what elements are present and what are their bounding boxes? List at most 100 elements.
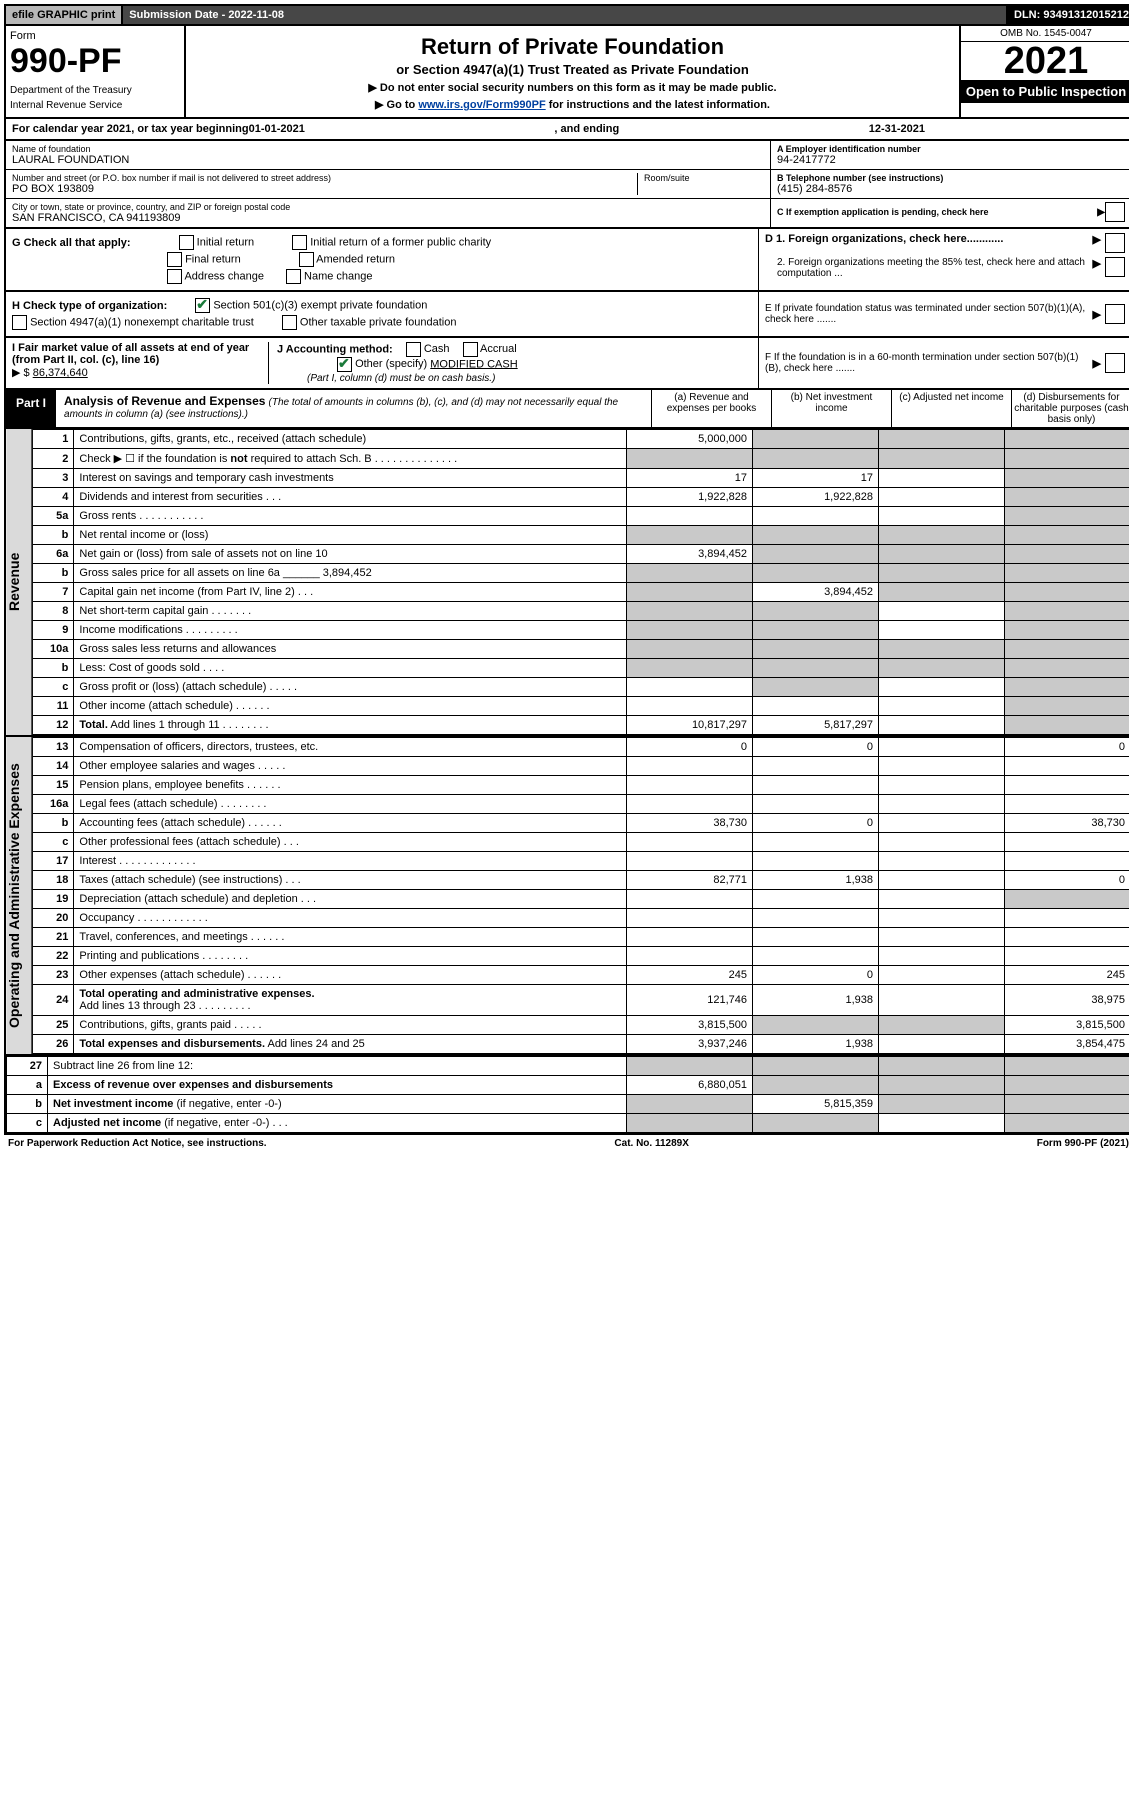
line-description: Contributions, gifts, grants, etc., rece… bbox=[74, 430, 627, 449]
instructions-link[interactable]: www.irs.gov/Form990PF bbox=[418, 99, 545, 111]
line-description: Income modifications . . . . . . . . . bbox=[74, 621, 627, 640]
line-number: 18 bbox=[33, 871, 74, 890]
initial-former-checkbox[interactable] bbox=[292, 235, 307, 250]
value-cell bbox=[627, 640, 753, 659]
table-row: 24Total operating and administrative exp… bbox=[33, 985, 1129, 1016]
line-description: Check ▶ ☐ if the foundation is not requi… bbox=[74, 449, 627, 469]
address-change-checkbox[interactable] bbox=[167, 269, 182, 284]
initial-return-checkbox[interactable] bbox=[179, 235, 194, 250]
line-number: 11 bbox=[33, 697, 74, 716]
line-number: 13 bbox=[33, 738, 74, 757]
revenue-section: Revenue 1Contributions, gifts, grants, e… bbox=[4, 429, 1129, 737]
line-description: Other income (attach schedule) . . . . .… bbox=[74, 697, 627, 716]
other-method-checkbox[interactable] bbox=[337, 357, 352, 372]
g-label: G Check all that apply: bbox=[12, 237, 131, 249]
table-row: 12Total. Add lines 1 through 11 . . . . … bbox=[33, 716, 1129, 735]
dln-label: DLN: 93491312015212 bbox=[1008, 6, 1129, 24]
line-number: 26 bbox=[33, 1035, 74, 1054]
table-row: bGross sales price for all assets on lin… bbox=[33, 564, 1129, 583]
value-cell bbox=[879, 621, 1005, 640]
value-cell bbox=[879, 833, 1005, 852]
501c3-checkbox[interactable] bbox=[195, 298, 210, 313]
d2-checkbox[interactable] bbox=[1105, 257, 1125, 277]
line-number: 16a bbox=[33, 795, 74, 814]
table-row: 8Net short-term capital gain . . . . . .… bbox=[33, 602, 1129, 621]
e-checkbox[interactable] bbox=[1105, 304, 1125, 324]
4947-checkbox[interactable] bbox=[12, 315, 27, 330]
line-description: Total expenses and disbursements. Add li… bbox=[74, 1035, 627, 1054]
footer-mid: Cat. No. 11289X bbox=[614, 1138, 688, 1149]
value-cell bbox=[627, 795, 753, 814]
line-number: 22 bbox=[33, 947, 74, 966]
value-cell bbox=[879, 909, 1005, 928]
value-cell: 3,815,500 bbox=[627, 1016, 753, 1035]
value-cell bbox=[627, 776, 753, 795]
table-row: cAdjusted net income (if negative, enter… bbox=[7, 1114, 1129, 1133]
value-cell bbox=[879, 795, 1005, 814]
other-taxable-checkbox[interactable] bbox=[282, 315, 297, 330]
value-cell bbox=[627, 1057, 753, 1076]
cash-checkbox[interactable] bbox=[406, 342, 421, 357]
value-cell bbox=[627, 449, 753, 469]
value-cell bbox=[879, 488, 1005, 507]
open-inspection: Open to Public Inspection bbox=[961, 80, 1129, 103]
table-row: 15Pension plans, employee benefits . . .… bbox=[33, 776, 1129, 795]
table-row: cGross profit or (loss) (attach schedule… bbox=[33, 678, 1129, 697]
value-cell bbox=[879, 852, 1005, 871]
table-row: 26Total expenses and disbursements. Add … bbox=[33, 1035, 1129, 1054]
c-checkbox[interactable] bbox=[1105, 202, 1125, 222]
value-cell bbox=[627, 507, 753, 526]
value-cell bbox=[879, 640, 1005, 659]
final-return-checkbox[interactable] bbox=[167, 252, 182, 267]
value-cell: 1,938 bbox=[753, 1035, 879, 1054]
value-cell bbox=[627, 928, 753, 947]
efile-label[interactable]: efile GRAPHIC print bbox=[6, 6, 123, 24]
line-description: Printing and publications . . . . . . . … bbox=[74, 947, 627, 966]
line-number: 8 bbox=[33, 602, 74, 621]
line-description: Excess of revenue over expenses and disb… bbox=[48, 1076, 627, 1095]
value-cell bbox=[1005, 716, 1129, 735]
f-checkbox[interactable] bbox=[1105, 353, 1125, 373]
fmv-value: 86,374,640 bbox=[33, 367, 88, 379]
amended-return-checkbox[interactable] bbox=[299, 252, 314, 267]
line-number: 4 bbox=[33, 488, 74, 507]
value-cell: 1,938 bbox=[753, 985, 879, 1016]
col-d-header: (d) Disbursements for charitable purpose… bbox=[1011, 390, 1129, 427]
value-cell: 0 bbox=[753, 738, 879, 757]
value-cell: 82,771 bbox=[627, 871, 753, 890]
line-number: 19 bbox=[33, 890, 74, 909]
value-cell bbox=[753, 621, 879, 640]
value-cell bbox=[627, 621, 753, 640]
table-row: bNet rental income or (loss) bbox=[33, 526, 1129, 545]
dept-irs: Internal Revenue Service bbox=[10, 100, 180, 111]
value-cell bbox=[879, 1114, 1005, 1133]
line-description: Adjusted net income (if negative, enter … bbox=[48, 1114, 627, 1133]
value-cell bbox=[879, 757, 1005, 776]
name-change-checkbox[interactable] bbox=[286, 269, 301, 284]
value-cell bbox=[1005, 621, 1129, 640]
value-cell bbox=[879, 814, 1005, 833]
accrual-checkbox[interactable] bbox=[463, 342, 478, 357]
table-row: 25Contributions, gifts, grants paid . . … bbox=[33, 1016, 1129, 1035]
value-cell bbox=[1005, 545, 1129, 564]
value-cell: 5,000,000 bbox=[627, 430, 753, 449]
ein-value: 94-2417772 bbox=[777, 154, 1125, 166]
value-cell bbox=[1005, 1095, 1129, 1114]
part1-header: Part I Analysis of Revenue and Expenses … bbox=[4, 390, 1129, 429]
value-cell: 245 bbox=[1005, 966, 1129, 985]
value-cell: 17 bbox=[627, 469, 753, 488]
line-description: Pension plans, employee benefits . . . .… bbox=[74, 776, 627, 795]
line-description: Accounting fees (attach schedule) . . . … bbox=[74, 814, 627, 833]
note-ssn: ▶ Do not enter social security numbers o… bbox=[196, 81, 949, 94]
value-cell bbox=[1005, 776, 1129, 795]
line-description: Interest on savings and temporary cash i… bbox=[74, 469, 627, 488]
value-cell bbox=[879, 507, 1005, 526]
table-row: 5aGross rents . . . . . . . . . . . bbox=[33, 507, 1129, 526]
addr-label: Number and street (or P.O. box number if… bbox=[12, 173, 637, 183]
d1-checkbox[interactable] bbox=[1105, 233, 1125, 253]
value-cell bbox=[753, 1076, 879, 1095]
value-cell: 0 bbox=[1005, 871, 1129, 890]
value-cell bbox=[1005, 928, 1129, 947]
table-row: 3Interest on savings and temporary cash … bbox=[33, 469, 1129, 488]
value-cell bbox=[627, 678, 753, 697]
